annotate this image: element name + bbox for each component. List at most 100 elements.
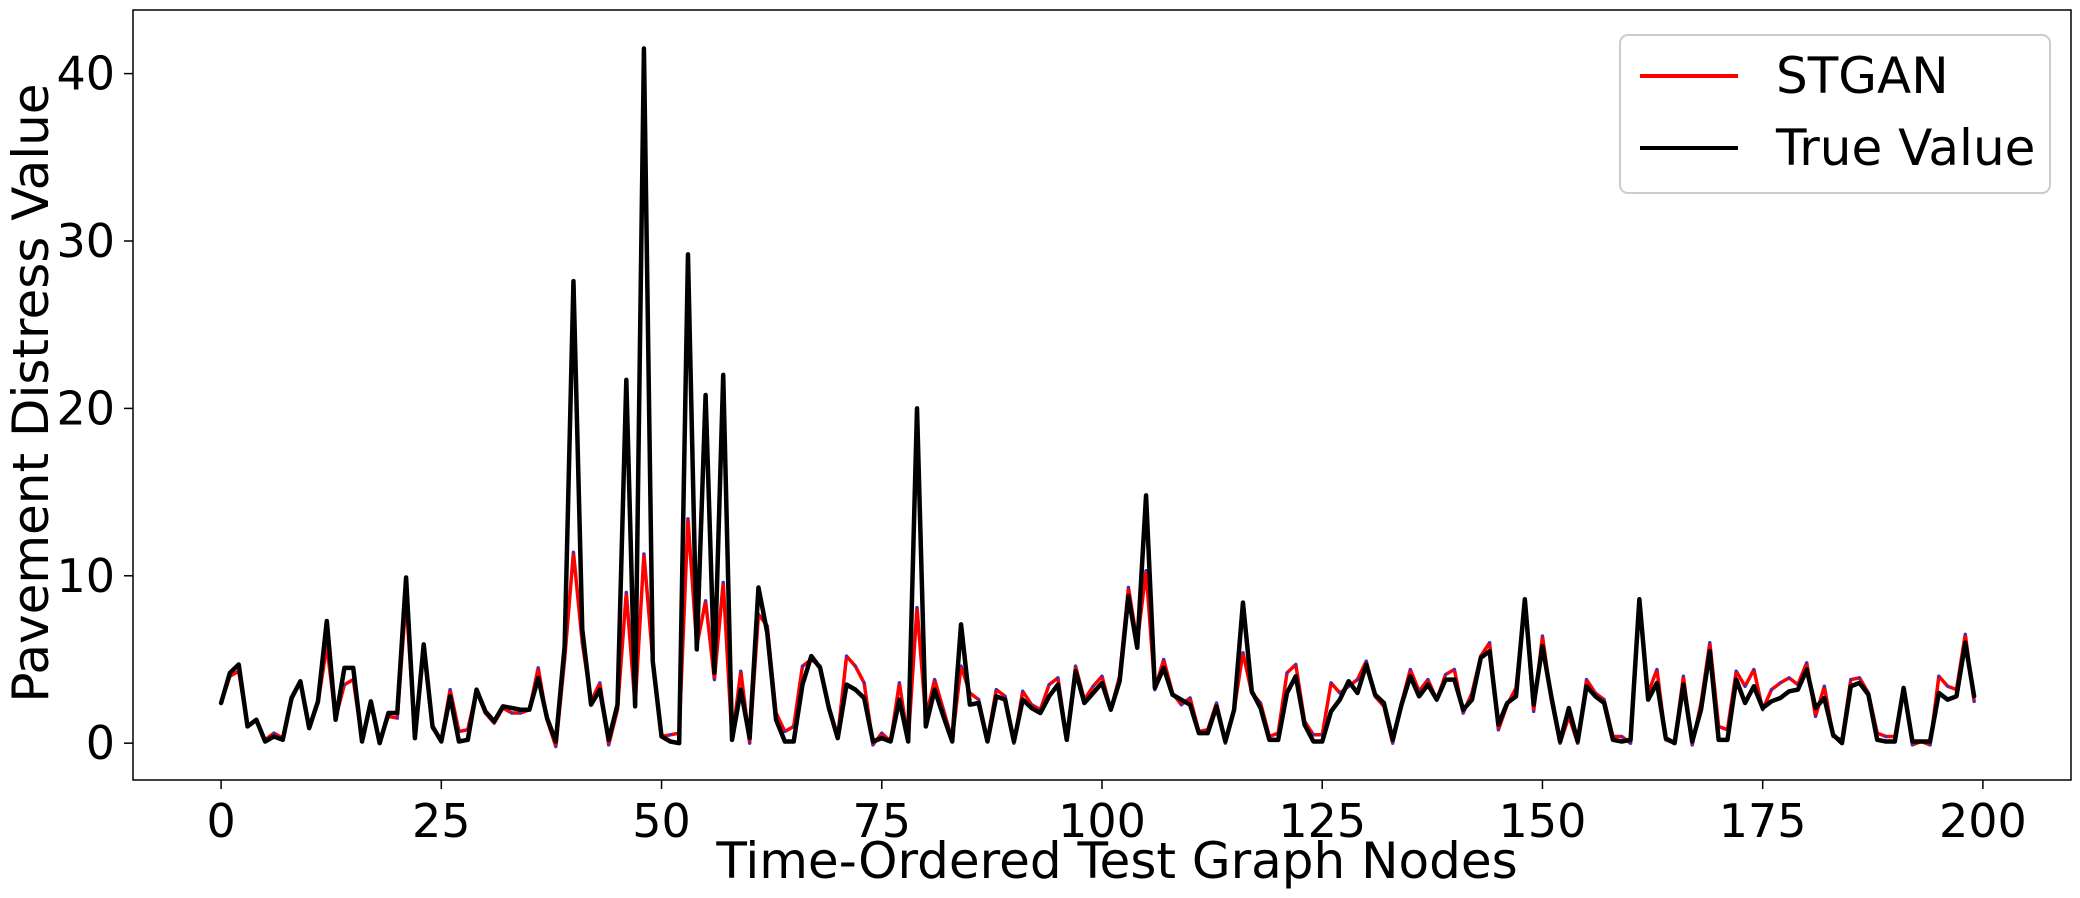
- data-point-true-value: [783, 739, 787, 744]
- data-point-true-value: [1373, 693, 1377, 697]
- y-axis-label: Pavement Distress Value: [2, 83, 60, 702]
- data-point-true-value: [395, 711, 399, 715]
- data-point-true-value: [800, 682, 805, 687]
- data-point-true-value: [1875, 738, 1879, 742]
- data-point-true-value: [1267, 738, 1271, 742]
- data-point-true-value: [563, 644, 567, 648]
- data-point-true-value: [818, 666, 822, 670]
- data-point-true-value: [1488, 649, 1492, 653]
- data-point-stgan: [510, 711, 514, 715]
- data-point-true-value: [1672, 741, 1677, 745]
- data-point-true-value: [263, 739, 267, 744]
- data-point-stgan: [1091, 684, 1095, 688]
- data-point-true-value: [1902, 686, 1906, 690]
- data-point-true-value: [897, 698, 901, 702]
- data-point-true-value: [1567, 706, 1571, 710]
- y-tick-label: 20: [56, 381, 115, 435]
- data-point-true-value: [316, 699, 320, 703]
- data-point-stgan: [1946, 684, 1950, 688]
- data-point-stgan: [933, 677, 937, 682]
- x-tick-label: 175: [1719, 794, 1807, 848]
- data-point-stgan: [800, 664, 805, 668]
- data-point-true-value: [1056, 682, 1060, 687]
- data-point-true-value: [1681, 682, 1685, 687]
- data-point-true-value: [1294, 674, 1298, 678]
- data-point-true-value: [254, 718, 258, 722]
- data-point-stgan: [1778, 681, 1782, 685]
- data-point-stgan: [1294, 662, 1298, 667]
- data-point-true-value: [1769, 699, 1774, 703]
- data-point-true-value: [659, 734, 664, 739]
- data-point-true-value: [589, 703, 593, 707]
- data-point-true-value: [1523, 597, 1527, 601]
- data-point-stgan: [1426, 677, 1430, 682]
- data-point-stgan: [1452, 667, 1456, 672]
- data-point-true-value: [1584, 684, 1589, 688]
- y-tick-label: 40: [56, 47, 115, 101]
- data-point-true-value: [1928, 739, 1932, 744]
- data-point-stgan: [1408, 667, 1412, 672]
- data-point-true-value: [906, 739, 910, 744]
- data-point-true-value: [1399, 703, 1404, 707]
- data-point-true-value: [1426, 682, 1430, 687]
- data-point-true-value: [1443, 677, 1448, 682]
- data-point-true-value: [1206, 731, 1210, 735]
- data-point-true-value: [1637, 597, 1641, 601]
- data-point-true-value: [985, 739, 990, 744]
- data-point-true-value: [554, 739, 558, 744]
- data-point-stgan: [783, 729, 787, 734]
- data-point-stgan: [1937, 674, 1941, 678]
- data-point-stgan: [994, 688, 998, 692]
- data-point-stgan: [1743, 684, 1747, 688]
- data-point-true-value: [422, 642, 426, 647]
- data-point-true-value: [237, 662, 241, 667]
- data-point-true-value: [1496, 723, 1501, 727]
- data-point-true-value: [378, 741, 382, 745]
- data-point-true-value: [1505, 701, 1509, 705]
- data-point-true-value: [1761, 706, 1765, 710]
- data-point-true-value: [1435, 698, 1439, 702]
- data-point-stgan: [686, 517, 690, 521]
- data-point-stgan: [668, 733, 672, 737]
- data-point-true-value: [1232, 708, 1236, 712]
- data-point-true-value: [351, 666, 355, 670]
- data-point-stgan: [880, 731, 884, 735]
- data-point-true-value: [360, 739, 364, 744]
- x-tick-label: 50: [632, 794, 691, 848]
- data-point-stgan: [624, 590, 628, 595]
- data-point-true-value: [1241, 600, 1245, 605]
- data-point-true-value: [642, 46, 646, 51]
- data-point-true-value: [1029, 706, 1034, 710]
- data-point-true-value: [1285, 691, 1289, 695]
- data-point-true-value: [1620, 739, 1624, 744]
- data-point-true-value: [721, 373, 725, 377]
- data-point-stgan: [1681, 674, 1685, 678]
- data-point-stgan: [915, 605, 919, 610]
- legend: STGAN True Value: [1619, 34, 2051, 194]
- data-point-true-value: [413, 736, 417, 740]
- data-point-true-value: [1954, 694, 1959, 698]
- x-tick-label: 0: [206, 794, 235, 848]
- data-point-true-value: [950, 739, 954, 744]
- data-point-true-value: [1849, 684, 1853, 688]
- data-point-true-value: [1382, 701, 1386, 705]
- data-point-true-value: [1910, 739, 1915, 744]
- data-point-true-value: [1470, 698, 1474, 702]
- data-point-stgan: [862, 681, 866, 685]
- data-point-true-value: [668, 739, 672, 744]
- data-point-true-value: [712, 671, 717, 675]
- data-point-true-value: [342, 666, 347, 670]
- data-point-true-value: [1725, 738, 1730, 742]
- data-point-stgan: [1532, 709, 1536, 713]
- data-point-stgan: [1884, 734, 1888, 739]
- data-point-true-value: [519, 708, 523, 712]
- data-point-stgan: [1857, 676, 1862, 680]
- data-point-true-value: [1593, 694, 1597, 698]
- data-point-true-value: [245, 724, 250, 729]
- data-point-true-value: [474, 688, 479, 692]
- data-point-true-value: [1338, 698, 1342, 702]
- data-point-true-value: [1214, 704, 1219, 708]
- plot-layer: [218, 46, 1977, 749]
- data-point-true-value: [289, 696, 294, 700]
- data-point-true-value: [1223, 739, 1227, 744]
